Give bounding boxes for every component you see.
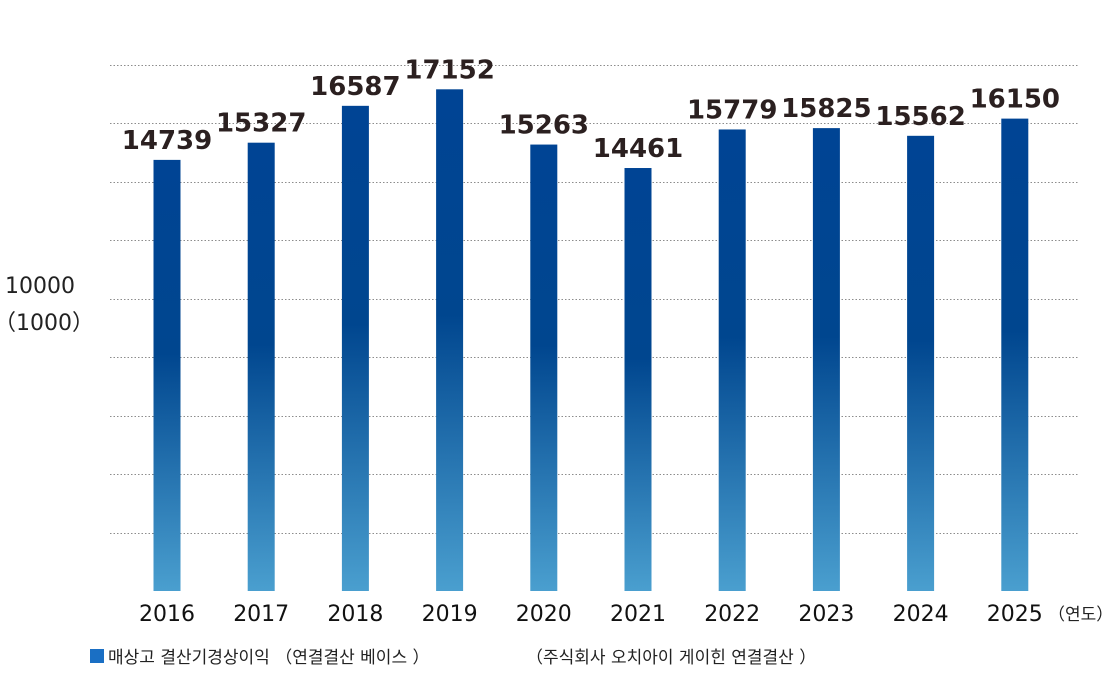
x-tick-label-2018: 2018 <box>327 602 383 627</box>
x-tick-label-2020: 2020 <box>516 602 572 627</box>
bar-2017 <box>247 142 275 592</box>
bar-2024 <box>907 135 935 591</box>
bars <box>153 89 1029 592</box>
value-label-2025: 16150 <box>970 85 1060 115</box>
x-axis-unit-label: （연도） <box>1048 605 1108 625</box>
x-tick-label-2022: 2022 <box>704 602 760 627</box>
bar-2016 <box>153 159 181 591</box>
y-axis-unit-label: 10000 <box>5 274 75 299</box>
value-label-2024: 15562 <box>875 102 965 132</box>
x-tick-label-2025: 2025 <box>987 602 1043 627</box>
x-axis-tick-labels: 2016 2017 2018 2019 2020 2021 2022 2023 2024 2025 <box>139 602 1043 627</box>
x-tick-label-2021: 2021 <box>610 602 666 627</box>
value-label-2018: 16587 <box>310 72 400 102</box>
bar-2019 <box>436 89 464 591</box>
bar-2018 <box>341 105 369 591</box>
value-label-2022: 15779 <box>687 95 777 125</box>
legend-note: （주식회사 오치아이 게이힌 연결결산 ） <box>526 648 816 668</box>
value-label-2023: 15825 <box>781 94 871 124</box>
value-label-2019: 17152 <box>404 55 494 85</box>
bar-2022 <box>718 129 746 592</box>
x-tick-label-2023: 2023 <box>798 602 854 627</box>
x-tick-label-2024: 2024 <box>893 602 949 627</box>
x-tick-label-2017: 2017 <box>233 602 289 627</box>
bar-2021 <box>624 168 652 591</box>
value-label-2021: 14461 <box>593 134 683 164</box>
bar-2025 <box>1001 118 1029 592</box>
bar-2020 <box>530 144 558 591</box>
legend-label: 매상고 결산기경상이익 （연결결산 베이스 ） <box>108 648 430 668</box>
value-label-2017: 15327 <box>216 109 306 139</box>
x-tick-label-2019: 2019 <box>422 602 478 627</box>
value-label-2020: 15263 <box>499 111 589 141</box>
x-tick-label-2016: 2016 <box>139 602 195 627</box>
y-axis-unit-sublabel: （1000） <box>0 311 94 336</box>
legend-marker <box>90 649 104 663</box>
value-label-2016: 14739 <box>122 126 212 156</box>
bar-2023 <box>812 128 840 591</box>
